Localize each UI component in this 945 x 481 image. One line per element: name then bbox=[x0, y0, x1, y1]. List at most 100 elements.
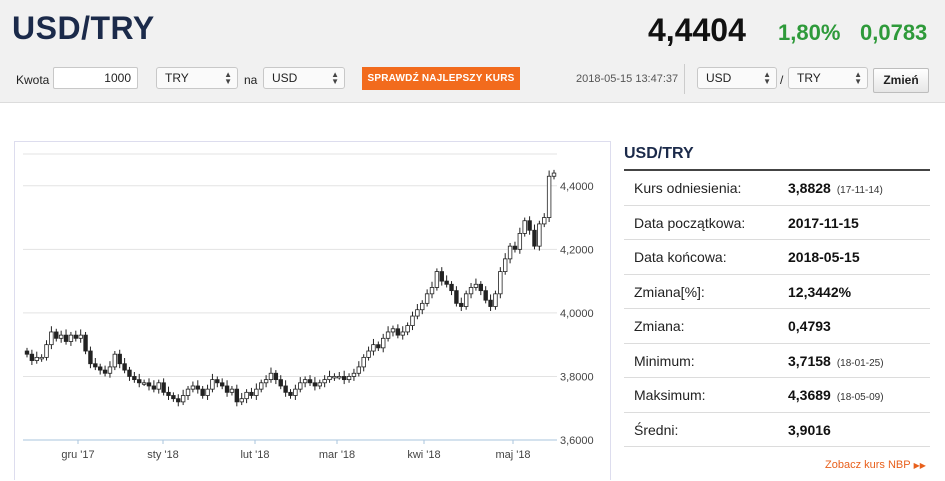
candle-body bbox=[405, 325, 410, 333]
info-row-value-text: 2018-05-15 bbox=[788, 249, 860, 265]
candle-body bbox=[532, 229, 537, 247]
info-row-date: (17-11-14) bbox=[836, 185, 883, 196]
x-tick-label: lut '18 bbox=[240, 449, 269, 461]
candle-body bbox=[68, 334, 74, 342]
info-row-value-text: 3,9016 bbox=[788, 421, 831, 438]
info-row-label: Maksimum: bbox=[634, 387, 706, 403]
candle-body bbox=[424, 293, 430, 304]
pair-base-value: USD bbox=[706, 71, 732, 85]
candle-body bbox=[63, 334, 69, 342]
to-currency-value: USD bbox=[272, 71, 298, 85]
candle-body bbox=[288, 391, 293, 396]
candle-body bbox=[34, 356, 39, 361]
candle-body bbox=[127, 369, 132, 377]
candle-body bbox=[83, 334, 88, 352]
candle-body bbox=[293, 388, 298, 396]
candle-body bbox=[546, 175, 552, 218]
select-arrows-icon: ▲ ▼ bbox=[224, 70, 232, 86]
candle-body bbox=[234, 388, 240, 403]
info-row: Data początkowa: 2017-11-15 bbox=[624, 206, 930, 240]
candle-body bbox=[24, 350, 30, 355]
candle-body bbox=[332, 376, 337, 379]
candle-body bbox=[132, 376, 137, 381]
select-arrows-icon: ▲ ▼ bbox=[331, 70, 339, 86]
info-row-value-text: 12,3442% bbox=[788, 283, 852, 300]
candle-body bbox=[473, 283, 479, 288]
candle-body bbox=[102, 369, 108, 374]
candle-body bbox=[205, 388, 210, 396]
candle-body bbox=[454, 290, 459, 304]
timestamp: 2018-05-15 13:47:37 bbox=[576, 73, 679, 85]
candle-body bbox=[151, 385, 157, 390]
y-tick-label: 4,4000 bbox=[560, 181, 594, 193]
candle-body bbox=[137, 379, 142, 384]
select-arrows-icon: ▲ ▼ bbox=[763, 70, 771, 86]
change-pair-button[interactable]: Zmień bbox=[873, 68, 929, 93]
candle-body bbox=[73, 334, 78, 339]
info-row-value: 2018-05-15 bbox=[788, 249, 860, 265]
y-tick-label: 4,0000 bbox=[560, 308, 594, 320]
amount-input[interactable]: 1000 bbox=[53, 67, 138, 89]
candle-body bbox=[254, 388, 259, 396]
candle-body bbox=[385, 331, 391, 339]
from-currency-select[interactable]: TRY ▲ ▼ bbox=[156, 67, 238, 89]
info-row-value: 3,7158 (18-01-25) bbox=[788, 353, 884, 369]
candle-body bbox=[459, 302, 464, 307]
nbp-link[interactable]: Zobacz kurs NBP ▶▶ bbox=[825, 459, 926, 471]
x-tick-label: mar '18 bbox=[319, 449, 355, 461]
candle-body bbox=[429, 287, 435, 295]
candle-body bbox=[259, 382, 264, 390]
candle-body bbox=[263, 379, 269, 384]
candle-body bbox=[156, 382, 161, 390]
candle-body bbox=[200, 388, 205, 396]
info-row-label: Data końcowa: bbox=[634, 249, 727, 265]
info-row-label: Data początkowa: bbox=[634, 214, 746, 231]
candle-body bbox=[219, 382, 225, 387]
info-row-label: Zmiana[%]: bbox=[634, 283, 705, 300]
candle-body bbox=[327, 376, 332, 381]
candle-body bbox=[117, 353, 122, 365]
info-row: Zmiana: 0,4793 bbox=[624, 309, 930, 344]
candle-body bbox=[58, 334, 64, 339]
candle-body bbox=[434, 271, 440, 288]
change-absolute: 0,0783 bbox=[860, 20, 928, 45]
pair-title: USD/TRY bbox=[12, 10, 155, 46]
candle-body bbox=[141, 382, 147, 385]
candle-body bbox=[512, 245, 518, 250]
info-row-value: 0,4793 bbox=[788, 318, 831, 334]
pair-quote-select[interactable]: TRY ▲ ▼ bbox=[788, 67, 868, 89]
candle-body bbox=[356, 366, 362, 374]
candle-body bbox=[190, 385, 196, 390]
candle-body bbox=[107, 366, 113, 374]
candle-body bbox=[97, 366, 103, 371]
candle-body bbox=[488, 299, 493, 307]
price-chart: 4,4000 4,2000 4,0000 3,8000 3,6000 gru '17 sty… bbox=[14, 141, 611, 480]
candle-body bbox=[366, 350, 371, 358]
best-rate-button[interactable]: SPRAWDŹ NAJLEPSZY KURS bbox=[362, 67, 520, 90]
candle-body bbox=[146, 382, 152, 387]
info-row: Zmiana[%]: 12,3442% bbox=[624, 275, 930, 309]
info-row-label: Minimum: bbox=[634, 352, 695, 369]
candle-body bbox=[493, 293, 498, 307]
y-tick-label: 4,2000 bbox=[560, 244, 594, 256]
x-tick-label: sty '18 bbox=[147, 449, 178, 461]
candle-body bbox=[93, 363, 98, 368]
candle-body bbox=[229, 388, 235, 393]
candle-body bbox=[307, 379, 313, 384]
candle-body bbox=[180, 395, 186, 403]
pair-base-select[interactable]: USD ▲ ▼ bbox=[697, 67, 777, 89]
top-bar: USD/TRY 4,4404 1,80% 0,0783 Kwota 1000 T… bbox=[0, 0, 945, 103]
candle-body bbox=[381, 337, 386, 349]
info-row-value: 2017-11-15 bbox=[788, 215, 859, 231]
candle-body bbox=[268, 372, 274, 381]
candle-body bbox=[176, 398, 181, 403]
candle-body bbox=[312, 382, 318, 387]
candle-body bbox=[542, 217, 547, 225]
info-title: USD/TRY bbox=[624, 145, 930, 171]
candle-body bbox=[224, 385, 230, 393]
to-currency-select[interactable]: USD ▲ ▼ bbox=[263, 67, 345, 89]
candle-body bbox=[551, 172, 557, 177]
candle-body bbox=[498, 271, 503, 295]
select-arrows-icon: ▲ ▼ bbox=[854, 70, 862, 86]
candle-body bbox=[371, 344, 376, 352]
